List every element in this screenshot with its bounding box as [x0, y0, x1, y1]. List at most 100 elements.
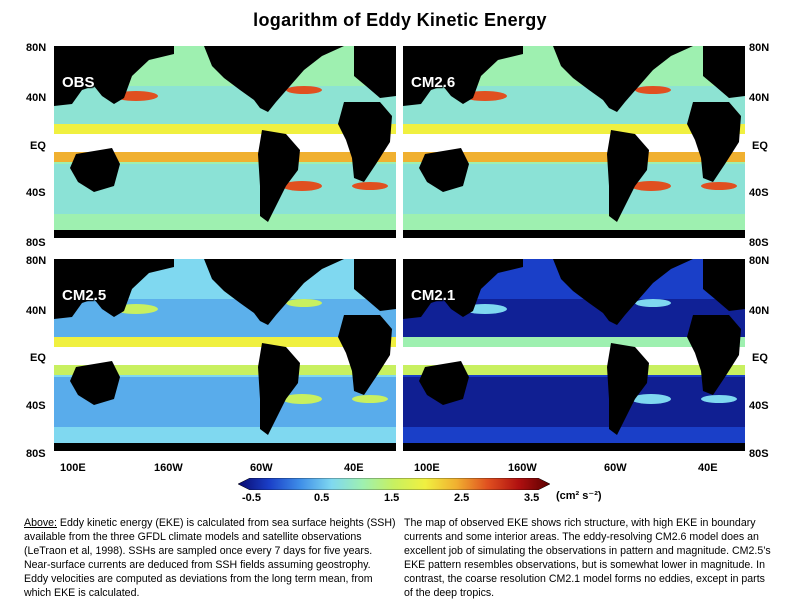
equatorial-band-south	[54, 152, 396, 162]
equator-mask	[54, 134, 396, 152]
land-mass-0	[54, 259, 174, 319]
map-panel-cm21: CM2.1	[403, 259, 745, 451]
figure-title: logarithm of Eddy Kinetic Energy	[253, 10, 547, 30]
lon-label-40e-right: 40E	[698, 462, 718, 474]
brazil-malvinas-hotspot	[282, 394, 322, 404]
map-panel-obs: OBS	[54, 46, 396, 238]
land-mass-6	[403, 230, 745, 238]
lat-label-40n-bottom-right: 40N	[749, 305, 770, 317]
land-mass-4	[687, 102, 741, 182]
agulhas-hotspot	[352, 182, 388, 190]
land-mass-5	[703, 259, 745, 311]
colorbar-gradient	[238, 478, 550, 490]
land-mass-2	[204, 259, 344, 325]
land-mass-6	[403, 443, 745, 451]
agulhas-hotspot	[352, 395, 388, 403]
lon-label-160w-left: 160W	[154, 462, 183, 474]
colorbar	[238, 478, 550, 490]
lon-label-160w-right: 160W	[508, 462, 537, 474]
lat-label-80s-bottom-right: 80S	[749, 448, 769, 460]
caption-right-text: The map of observed EKE shows rich struc…	[404, 517, 771, 599]
lat-label-80n-bottom: 80N	[26, 255, 47, 267]
land-mass-3	[258, 130, 300, 222]
colorbar-tick-05: 0.5	[314, 492, 330, 504]
lat-label-eq-top: EQ	[30, 140, 46, 152]
colorbar-tick-15: 1.5	[384, 492, 400, 504]
lon-label-100e-left: 100E	[60, 462, 86, 474]
equatorial-band-south	[54, 365, 396, 375]
land-mass-5	[703, 46, 745, 98]
equatorial-band-south	[403, 365, 745, 375]
colorbar-tick-neg05: -0.5	[242, 492, 261, 504]
brazil-malvinas-hotspot	[631, 394, 671, 404]
equatorial-band-north	[403, 337, 745, 347]
panel-label-obs: OBS	[62, 74, 95, 91]
brazil-malvinas-hotspot	[631, 181, 671, 191]
land-mass-2	[204, 46, 344, 112]
lat-label-80n-bottom-right: 80N	[749, 255, 770, 267]
lat-label-80s-top: 80S	[26, 237, 46, 249]
land-mass-1	[419, 148, 469, 192]
colorbar-units: (cm² s⁻²)	[556, 490, 602, 502]
land-mass-2	[553, 259, 693, 325]
land-mass-4	[338, 315, 392, 395]
land-mass-6	[54, 443, 396, 451]
map-panel-cm25: CM2.5	[54, 259, 396, 451]
caption-right: The map of observed EKE shows rich struc…	[404, 516, 776, 600]
lat-label-40n-bottom: 40N	[26, 305, 47, 317]
gulf-stream-hotspot	[635, 299, 671, 307]
lat-label-80s-top-right: 80S	[749, 237, 769, 249]
lat-label-80n-top-right: 80N	[749, 42, 770, 54]
lat-label-eq-bottom-right: EQ	[752, 352, 768, 364]
land-mass-0	[403, 259, 523, 319]
land-mass-3	[607, 343, 649, 435]
caption-left-lead: Above:	[24, 517, 57, 529]
equatorial-band-north	[403, 124, 745, 134]
land-mass-6	[54, 230, 396, 238]
gulf-stream-hotspot	[286, 86, 322, 94]
land-mass-1	[419, 361, 469, 405]
map-cm25	[54, 259, 396, 451]
lat-label-40s-bottom: 40S	[26, 400, 46, 412]
map-cm26	[403, 46, 745, 238]
lat-label-40n-top: 40N	[26, 92, 47, 104]
equatorial-band-north	[54, 337, 396, 347]
equatorial-band-north	[54, 124, 396, 134]
equator-mask	[54, 347, 396, 365]
land-mass-2	[553, 46, 693, 112]
lon-label-40e-left: 40E	[344, 462, 364, 474]
lon-label-60w-left: 60W	[250, 462, 273, 474]
gulf-stream-hotspot	[286, 299, 322, 307]
map-obs	[54, 46, 396, 238]
land-mass-3	[258, 343, 300, 435]
panel-label-cm25: CM2.5	[62, 287, 107, 304]
land-mass-4	[687, 315, 741, 395]
brazil-malvinas-hotspot	[282, 181, 322, 191]
lat-label-40s-top-right: 40S	[749, 187, 769, 199]
caption-left-text: Eddy kinetic energy (EKE) is calculated …	[24, 517, 396, 599]
land-mass-5	[354, 46, 396, 98]
equator-mask	[403, 134, 745, 152]
land-mass-3	[607, 130, 649, 222]
colorbar-tick-35: 3.5	[524, 492, 540, 504]
lat-label-80s-bottom: 80S	[26, 448, 46, 460]
gulf-stream-hotspot	[635, 86, 671, 94]
panel-label-cm21: CM2.1	[411, 287, 456, 304]
lat-label-eq-top-right: EQ	[752, 140, 768, 152]
land-mass-0	[403, 46, 523, 106]
caption-left: Above: Eddy kinetic energy (EKE) is calc…	[24, 516, 396, 600]
lat-label-80n-top: 80N	[26, 42, 47, 54]
land-mass-5	[354, 259, 396, 311]
lon-label-60w-right: 60W	[604, 462, 627, 474]
lon-label-100e-right: 100E	[414, 462, 440, 474]
equatorial-band-south	[403, 152, 745, 162]
lat-label-40n-top-right: 40N	[749, 92, 770, 104]
land-mass-1	[70, 361, 120, 405]
map-panel-cm26: CM2.6	[403, 46, 745, 238]
land-mass-4	[338, 102, 392, 182]
colorbar-tick-25: 2.5	[454, 492, 470, 504]
lat-label-eq-bottom: EQ	[30, 352, 46, 364]
agulhas-hotspot	[701, 182, 737, 190]
lat-label-40s-top: 40S	[26, 187, 46, 199]
agulhas-hotspot	[701, 395, 737, 403]
